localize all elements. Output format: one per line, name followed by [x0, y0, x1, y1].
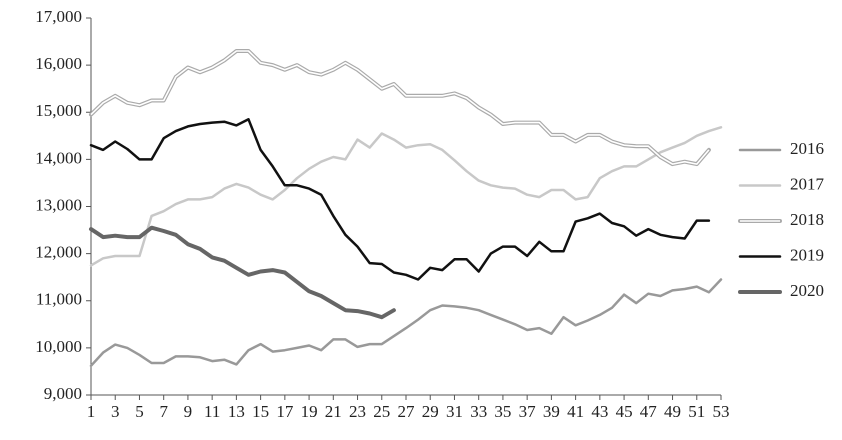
- x-tick-label: 37: [519, 402, 537, 421]
- y-tick-label: 13,000: [35, 195, 82, 214]
- x-tick-label: 23: [349, 402, 366, 421]
- x-tick-label: 31: [446, 402, 463, 421]
- x-tick-label: 53: [713, 402, 730, 421]
- x-tick-label: 7: [159, 402, 168, 421]
- legend-label: 2018: [790, 210, 824, 229]
- legend-label: 2019: [790, 245, 824, 264]
- y-tick-label: 15,000: [35, 101, 82, 120]
- x-tick-label: 9: [184, 402, 193, 421]
- series-line: [89, 118, 711, 281]
- series-line: [89, 278, 723, 368]
- x-tick-label: 13: [228, 402, 245, 421]
- legend-label: 2020: [790, 281, 824, 300]
- y-tick-label: 9,000: [44, 384, 82, 403]
- x-tick-label: 19: [301, 402, 318, 421]
- x-tick-label: 43: [591, 402, 608, 421]
- x-tick-label: 33: [470, 402, 487, 421]
- x-tick-label: 49: [664, 402, 681, 421]
- y-tick-label: 17,000: [35, 7, 82, 26]
- series-line-inner: [90, 50, 710, 165]
- y-tick-label: 16,000: [35, 54, 82, 73]
- y-tick-label: 14,000: [35, 148, 82, 167]
- y-tick-label: 12,000: [35, 243, 82, 262]
- legend-label: 2017: [790, 174, 825, 193]
- x-tick-label: 51: [688, 402, 705, 421]
- x-tick-label: 35: [494, 402, 511, 421]
- x-tick-label: 17: [276, 402, 294, 421]
- legend-label: 2016: [790, 139, 824, 158]
- x-tick-label: 39: [543, 402, 560, 421]
- y-tick-label: 10,000: [35, 337, 82, 356]
- series-line: [89, 225, 396, 320]
- y-tick-label: 11,000: [36, 290, 82, 309]
- series-line: [89, 126, 723, 267]
- x-tick-label: 27: [398, 402, 416, 421]
- x-tick-label: 25: [373, 402, 390, 421]
- x-tick-label: 5: [135, 402, 144, 421]
- x-tick-label: 21: [325, 402, 342, 421]
- x-tick-label: 47: [640, 402, 658, 421]
- x-tick-label: 1: [87, 402, 96, 421]
- x-tick-label: 41: [567, 402, 584, 421]
- x-tick-label: 29: [422, 402, 439, 421]
- x-tick-label: 45: [616, 402, 633, 421]
- x-tick-label: 15: [252, 402, 269, 421]
- series-line: [89, 49, 711, 167]
- x-tick-label: 11: [204, 402, 220, 421]
- x-tick-label: 3: [111, 402, 120, 421]
